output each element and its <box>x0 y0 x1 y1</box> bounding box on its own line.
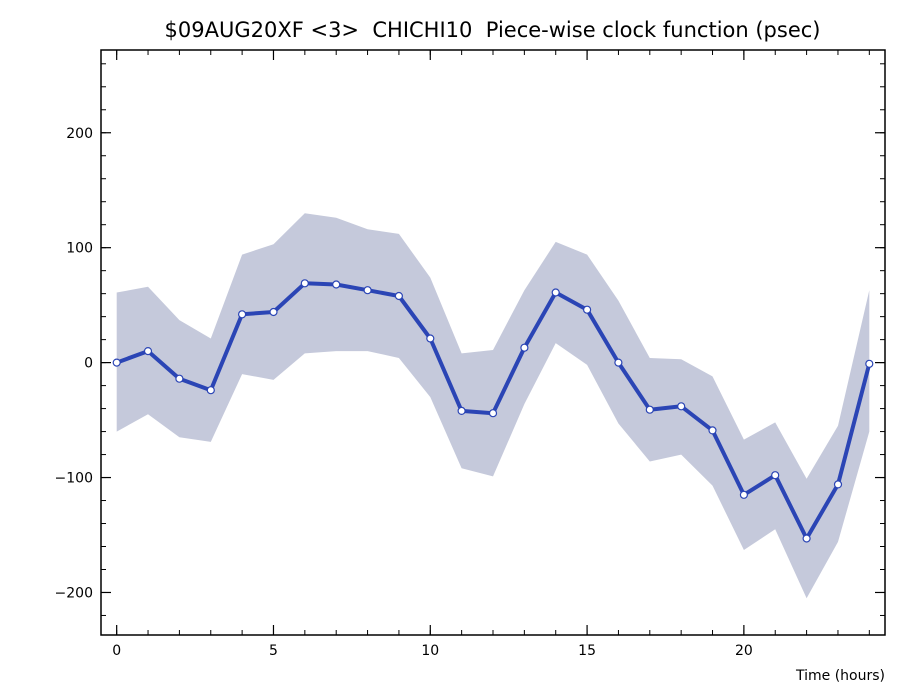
x-tick-label: 20 <box>735 643 753 659</box>
data-point <box>677 402 686 411</box>
y-tick-label: 100 <box>66 241 93 257</box>
data-point <box>833 480 843 489</box>
data-point <box>300 279 309 288</box>
y-tick-label: −100 <box>55 471 93 487</box>
data-point <box>582 305 592 314</box>
data-point <box>394 291 403 301</box>
x-axis-label: Time (hours) <box>795 668 885 684</box>
x-tick-label: 5 <box>269 643 278 659</box>
chart-title: $09AUG20XF <3> CHICHI10 Piece-wise clock… <box>164 18 821 42</box>
data-point <box>551 288 560 297</box>
data-point <box>143 347 153 356</box>
data-point <box>269 307 278 317</box>
data-point <box>332 280 341 289</box>
data-point <box>708 426 717 435</box>
data-point <box>865 359 874 368</box>
data-point <box>363 286 372 295</box>
data-point <box>771 471 780 480</box>
uncertainty-band-layer <box>116 213 870 599</box>
x-tick-label: 0 <box>112 643 121 659</box>
data-point <box>175 374 184 383</box>
data-point <box>426 334 435 343</box>
data-point <box>112 358 121 367</box>
data-point <box>457 406 466 415</box>
data-point <box>645 405 654 414</box>
data-point <box>739 490 749 499</box>
y-tick-label: 0 <box>84 356 93 372</box>
x-tick-label: 10 <box>421 643 439 659</box>
uncertainty-band <box>116 213 870 599</box>
data-point <box>614 358 623 367</box>
data-point <box>488 409 498 418</box>
axes: 0 5 10 15 20 −200 −100 0 100 200 <box>55 49 886 659</box>
data-point <box>206 386 215 395</box>
y-tick-label: −200 <box>55 585 93 601</box>
data-point <box>520 343 529 352</box>
data-point <box>238 310 247 319</box>
x-tick-label: 15 <box>578 643 596 659</box>
data-marker-layer <box>112 279 874 543</box>
data-point <box>802 534 811 543</box>
y-tick-label: 200 <box>66 126 93 142</box>
